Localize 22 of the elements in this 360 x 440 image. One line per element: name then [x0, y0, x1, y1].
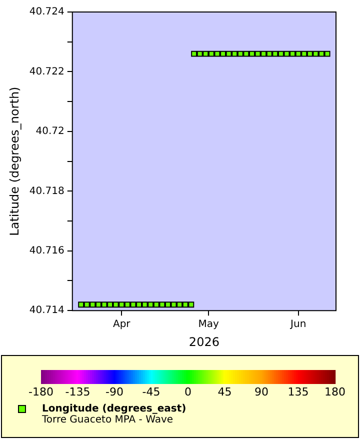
- y-tick-label: 40.718: [29, 186, 64, 197]
- y-axis-title: Latitude (degrees_north): [7, 86, 22, 236]
- y-tick-label: 40.722: [29, 66, 64, 78]
- color-bar-label: 45: [218, 385, 232, 398]
- legend-label: Longitude (degrees_east): [42, 404, 186, 415]
- x-tick-label: Apr: [112, 319, 132, 330]
- text: Torre Guaceto MPA - Wave: [41, 414, 174, 426]
- x-axis-title: 2026: [188, 334, 220, 349]
- x-tick-label: May: [198, 319, 219, 330]
- x-tick-label: Jun: [290, 319, 306, 330]
- color-bar-label: -135: [65, 385, 90, 398]
- color-bar-label: 180: [324, 385, 346, 398]
- y-tick-label: 40.72: [36, 126, 64, 138]
- color-bar-label: 0: [184, 385, 192, 398]
- y-tick-label: 40.724: [29, 6, 64, 18]
- y-tick-label: 40.716: [29, 245, 64, 256]
- color-bar-label: 135: [288, 385, 309, 398]
- y-tick-label: 40.714: [29, 305, 64, 316]
- color-bar-label: -180: [28, 385, 54, 398]
- color-bar-label: -45: [142, 385, 160, 398]
- color-bar-label: 90: [254, 385, 268, 398]
- color-bar-label: -90: [106, 385, 124, 398]
